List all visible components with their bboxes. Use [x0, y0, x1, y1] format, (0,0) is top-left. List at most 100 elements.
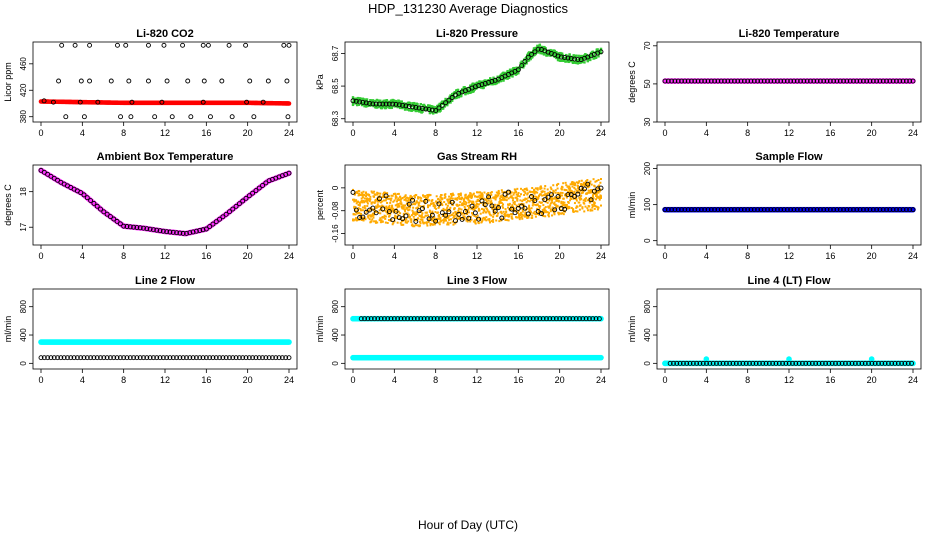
data-point	[493, 210, 496, 213]
data-point	[516, 193, 519, 196]
data-point	[588, 205, 591, 208]
data-point	[454, 197, 457, 200]
series-averages	[662, 78, 916, 84]
data-point	[372, 316, 377, 322]
data-point	[104, 355, 110, 361]
data-point	[466, 91, 470, 95]
data-point	[428, 194, 431, 197]
data-point	[567, 207, 570, 210]
data-point	[355, 202, 358, 205]
data-point	[480, 196, 483, 199]
data-point	[551, 199, 554, 202]
data-point	[553, 316, 559, 322]
data-point	[184, 355, 189, 361]
data-point	[502, 210, 505, 213]
data-point	[485, 197, 488, 200]
data-point	[394, 192, 397, 195]
data-point	[458, 204, 461, 207]
data-point	[394, 215, 397, 218]
data-point	[273, 355, 279, 361]
data-point	[550, 197, 553, 200]
data-point	[544, 206, 547, 209]
data-point	[357, 194, 360, 197]
data-point	[350, 98, 356, 104]
panel-title: Li-820 Pressure	[436, 28, 518, 40]
data-point	[128, 114, 134, 120]
data-point	[95, 99, 101, 105]
data-point	[368, 218, 371, 221]
data-point	[359, 100, 362, 103]
data-point	[190, 355, 196, 361]
data-point	[460, 198, 463, 201]
data-point	[837, 78, 843, 84]
data-point	[463, 216, 466, 219]
data-point	[381, 220, 384, 223]
data-point	[426, 197, 429, 200]
data-point	[563, 201, 566, 204]
data-point	[458, 215, 461, 218]
data-point	[387, 210, 390, 213]
data-point	[573, 190, 576, 193]
data-point	[217, 216, 223, 222]
data-point	[405, 207, 408, 210]
data-point	[417, 217, 420, 220]
data-point	[370, 202, 373, 205]
data-point	[114, 218, 120, 224]
data-point	[414, 213, 416, 216]
data-point	[356, 219, 359, 222]
data-point	[440, 194, 443, 197]
data-point	[426, 107, 432, 112]
data-point	[538, 213, 540, 216]
data-point	[535, 197, 538, 200]
data-point	[423, 198, 429, 204]
data-point	[481, 219, 484, 222]
data-point	[413, 225, 416, 228]
data-point	[880, 207, 886, 213]
data-point	[841, 78, 847, 84]
data-point	[591, 203, 594, 206]
data-point	[884, 78, 889, 84]
data-point	[504, 208, 507, 211]
data-point	[427, 204, 430, 207]
data-point	[482, 85, 485, 88]
data-point	[283, 355, 289, 361]
data-point	[761, 207, 767, 213]
data-point	[556, 196, 559, 199]
data-point	[374, 205, 377, 208]
data-point	[581, 206, 584, 209]
data-point	[590, 198, 593, 201]
data-point	[503, 212, 506, 215]
data-point	[529, 194, 535, 199]
data-point	[554, 208, 557, 211]
data-point	[549, 208, 552, 211]
data-point	[497, 192, 500, 195]
data-point	[573, 316, 579, 322]
data-point	[574, 57, 577, 60]
data-point	[363, 205, 366, 208]
data-point	[394, 99, 398, 103]
data-point	[365, 100, 369, 103]
data-point	[131, 224, 137, 230]
data-point	[367, 100, 372, 106]
data-point	[837, 207, 843, 213]
data-point	[354, 98, 357, 102]
data-point	[545, 210, 548, 213]
data-point	[536, 187, 539, 190]
data-point	[467, 198, 470, 201]
data-point	[489, 191, 492, 194]
data-point	[491, 316, 496, 322]
data-point	[712, 207, 718, 213]
data-point	[580, 184, 583, 187]
data-point	[285, 114, 291, 120]
data-point	[147, 355, 153, 361]
data-point	[597, 52, 600, 56]
data-point	[582, 199, 585, 202]
data-point	[575, 199, 578, 202]
data-point	[437, 221, 440, 224]
data-point	[874, 207, 880, 213]
data-point	[443, 208, 446, 211]
data-point	[515, 72, 518, 76]
data-point	[412, 104, 415, 107]
data-point	[411, 316, 417, 322]
data-point	[482, 202, 488, 208]
